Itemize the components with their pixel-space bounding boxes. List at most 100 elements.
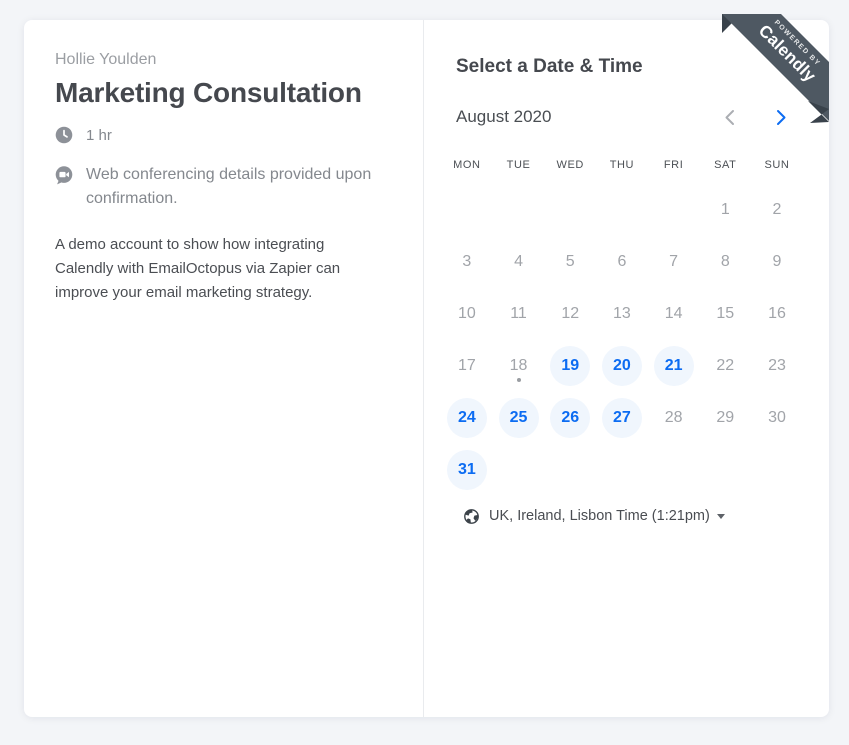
weekday-header: TUE: [506, 159, 531, 171]
day-number: 14: [664, 305, 683, 322]
calendar-day-4: 4: [493, 236, 545, 288]
month-label: August 2020: [456, 107, 552, 126]
weekday-header: SUN: [764, 159, 790, 171]
day-number: 22: [716, 357, 735, 374]
calendar-day-3: 3: [441, 236, 493, 288]
clock-icon: [55, 126, 73, 149]
day-number[interactable]: 24: [446, 398, 487, 438]
calendar-day-29: 29: [699, 392, 751, 444]
prev-month-button[interactable]: [717, 105, 741, 129]
video-chat-icon: [55, 166, 73, 190]
day-number: 11: [510, 305, 527, 322]
day-number: 12: [561, 305, 580, 322]
weekday-header-row: MON TUE WED THU FRI SAT SUN: [441, 155, 829, 175]
calendar-day-24: 24: [441, 392, 493, 444]
event-info-panel: Hollie Youlden Marketing Consultation 1 …: [24, 20, 424, 717]
panel-heading: Select a Date & Time: [456, 56, 643, 77]
day-number: 6: [617, 253, 627, 270]
calendar-day-21: 21: [648, 340, 700, 392]
calendar-day-20: 20: [596, 340, 648, 392]
calendar-day-16: 16: [751, 288, 803, 340]
weekday-header: THU: [609, 159, 635, 171]
calendar-grid: 1 2 3 4 5 6 7 8 9 10 11 12 13 14 15 16 17 18 19 20 21 22 23 24 2…: [441, 184, 829, 496]
day-number: 3: [462, 253, 472, 270]
calendar-day-26: 26: [544, 392, 596, 444]
day-number: 23: [768, 357, 786, 374]
weekday-header: MON: [453, 159, 481, 171]
calendar-day-15: 15: [699, 288, 751, 340]
calendar-day-27: 27: [596, 392, 648, 444]
calendar-day-11: 11: [493, 288, 545, 340]
day-number: 5: [565, 253, 575, 270]
date-picker-panel: Select a Date & Time August 2020 MON TUE W…: [424, 20, 829, 717]
weekday-header: SAT: [714, 159, 737, 171]
calendar-day-17: 17: [441, 340, 493, 392]
day-number: 4: [514, 253, 523, 270]
month-navigation: August 2020: [456, 104, 793, 130]
calendar-day-13: 13: [596, 288, 648, 340]
day-number: 15: [716, 305, 735, 322]
empty-day-cell: [493, 184, 545, 236]
event-title: Marketing Consultation: [55, 77, 362, 108]
day-number: 13: [613, 305, 631, 322]
day-number: 7: [669, 253, 679, 270]
day-number[interactable]: 26: [550, 398, 591, 438]
day-number: 16: [768, 305, 786, 322]
calendar-day-31: 31: [441, 444, 493, 496]
empty-day-cell: [596, 184, 648, 236]
day-number: 18: [509, 357, 528, 374]
calendar-day-6: 6: [596, 236, 648, 288]
globe-icon: [464, 508, 479, 524]
calendar-day-9: 9: [751, 236, 803, 288]
calendar-day-18: 18: [493, 340, 545, 392]
calendar-day-22: 22: [699, 340, 751, 392]
duration-row: 1 hr: [55, 126, 391, 149]
event-description: A demo account to show how integrating C…: [55, 236, 341, 301]
calendar-day-5: 5: [544, 236, 596, 288]
weekday-header: WED: [556, 159, 584, 171]
day-number: 30: [768, 409, 786, 426]
day-number: 9: [772, 253, 782, 270]
calendar-day-1: 1: [699, 184, 751, 236]
calendar-day-8: 8: [699, 236, 751, 288]
chevron-right-icon: [776, 109, 787, 126]
chevron-left-icon: [724, 109, 735, 126]
booking-card: Hollie Youlden Marketing Consultation 1 …: [24, 14, 829, 717]
day-number[interactable]: 27: [601, 398, 642, 438]
day-number: 8: [720, 253, 730, 270]
conferencing-row: Web conferencing details provided upon c…: [55, 166, 391, 211]
duration-label: 1 hr: [86, 127, 112, 144]
day-number[interactable]: 31: [446, 450, 487, 490]
empty-day-cell: [544, 184, 596, 236]
today-indicator-dot: [516, 378, 521, 382]
calendar-day-2: 2: [751, 184, 803, 236]
empty-day-cell: [648, 184, 700, 236]
calendar-day-25: 25: [493, 392, 545, 444]
caret-down-icon: [716, 513, 725, 519]
calendar-day-23: 23: [751, 340, 803, 392]
calendar-day-10: 10: [441, 288, 493, 340]
conferencing-note: Web conferencing details provided upon c…: [86, 166, 372, 207]
calendar-day-30: 30: [751, 392, 803, 444]
day-number[interactable]: 25: [498, 398, 539, 438]
day-number: 29: [716, 409, 735, 426]
day-number[interactable]: 20: [601, 346, 642, 386]
day-number: 17: [457, 357, 476, 374]
host-name: Hollie Youlden: [55, 51, 157, 68]
day-number[interactable]: 21: [653, 346, 694, 386]
calendar-day-7: 7: [648, 236, 700, 288]
day-number: 1: [720, 201, 730, 218]
timezone-selector[interactable]: UK, Ireland, Lisbon Time (1:21pm): [464, 502, 725, 530]
day-number: 28: [664, 409, 683, 426]
weekday-header: FRI: [663, 159, 684, 171]
timezone-label: UK, Ireland, Lisbon Time (1:21pm): [489, 508, 710, 524]
day-number[interactable]: 19: [550, 346, 591, 386]
day-number: 10: [457, 305, 476, 322]
next-month-button[interactable]: [769, 105, 793, 129]
empty-day-cell: [441, 184, 493, 236]
calendar-day-19: 19: [544, 340, 596, 392]
calendar-day-28: 28: [648, 392, 700, 444]
calendar-day-12: 12: [544, 288, 596, 340]
day-number: 2: [772, 201, 782, 218]
calendar-day-14: 14: [648, 288, 700, 340]
